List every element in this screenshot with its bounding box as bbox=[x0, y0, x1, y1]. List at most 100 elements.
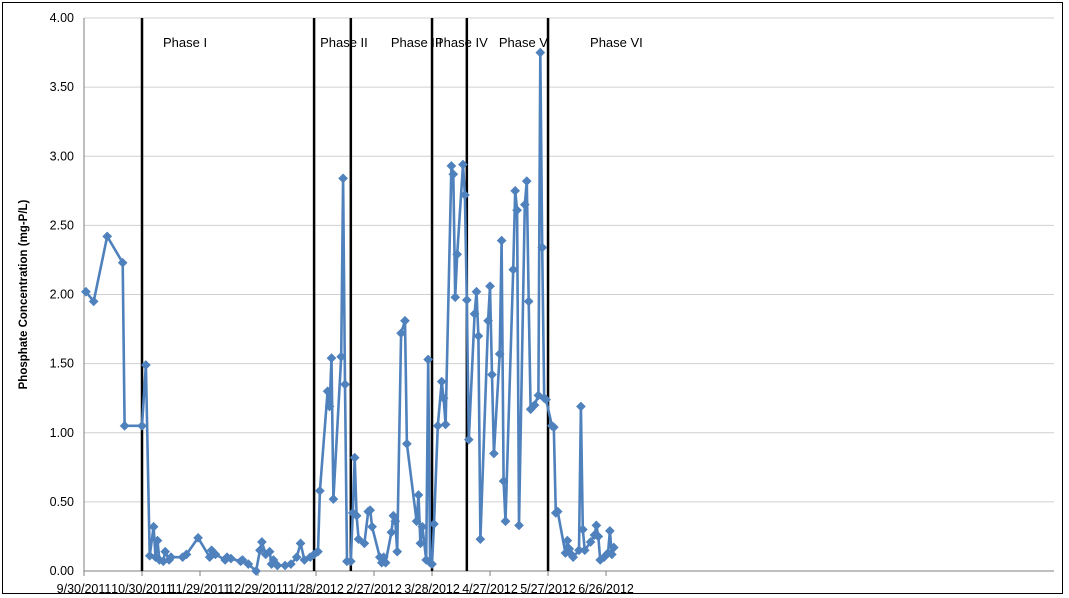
data-point-84 bbox=[438, 393, 449, 404]
phase-label-3: Phase III bbox=[391, 35, 442, 50]
phase-label-5: Phase V bbox=[499, 35, 548, 50]
data-point-105 bbox=[500, 516, 511, 527]
data-point-128 bbox=[568, 552, 579, 563]
data-point-89 bbox=[452, 249, 463, 260]
data-point-58 bbox=[359, 538, 370, 549]
data-point-108 bbox=[512, 205, 523, 216]
data-point-49 bbox=[336, 351, 347, 362]
data-point-73 bbox=[411, 516, 422, 527]
x-tick-label-4: 1/28/2012 bbox=[288, 582, 344, 596]
data-point-21 bbox=[210, 549, 221, 560]
x-tick-label-3: 12/29/2011 bbox=[227, 582, 289, 596]
data-point-2 bbox=[102, 231, 113, 242]
phase-label-1: Phase I bbox=[163, 35, 207, 50]
data-point-78 bbox=[423, 354, 434, 365]
y-axis-title: Phosphate Concentration (mg-P/L) bbox=[18, 199, 30, 389]
data-point-46 bbox=[324, 401, 335, 412]
data-point-54 bbox=[347, 507, 358, 518]
data-point-132 bbox=[579, 545, 590, 556]
data-point-39 bbox=[295, 538, 306, 549]
data-point-93 bbox=[463, 434, 474, 445]
data-point-26 bbox=[237, 554, 248, 565]
data-point-131 bbox=[577, 524, 588, 535]
y-tick-label-7: 3.50 bbox=[50, 80, 74, 94]
data-point-130 bbox=[575, 401, 586, 412]
data-point-56 bbox=[351, 510, 362, 521]
data-point-86 bbox=[446, 160, 457, 171]
data-point-45 bbox=[322, 386, 333, 397]
data-point-92 bbox=[461, 295, 472, 305]
data-point-114 bbox=[529, 400, 540, 411]
data-point-104 bbox=[498, 476, 509, 487]
data-point-88 bbox=[450, 292, 461, 303]
data-point-18 bbox=[193, 532, 204, 543]
data-point-8 bbox=[148, 521, 159, 532]
data-point-142 bbox=[608, 542, 619, 553]
data-point-47 bbox=[326, 353, 337, 364]
data-point-81 bbox=[429, 519, 439, 529]
data-point-119 bbox=[541, 394, 552, 405]
y-tick-label-4: 2.00 bbox=[50, 288, 74, 302]
data-point-68 bbox=[390, 516, 401, 527]
data-point-5 bbox=[137, 420, 147, 431]
data-point-94 bbox=[469, 308, 480, 319]
data-point-107 bbox=[510, 185, 521, 196]
data-point-55 bbox=[349, 452, 360, 463]
data-point-37 bbox=[285, 559, 296, 570]
data-point-57 bbox=[353, 534, 364, 545]
x-tick-label-1: 10/30/2011 bbox=[111, 582, 173, 596]
y-tick-label-6: 3.00 bbox=[50, 149, 74, 163]
data-point-44 bbox=[314, 485, 325, 496]
data-point-121 bbox=[548, 422, 559, 433]
data-point-123 bbox=[552, 506, 563, 517]
data-point-17 bbox=[181, 549, 192, 560]
data-point-0 bbox=[80, 286, 91, 297]
data-point-101 bbox=[488, 448, 499, 459]
data-point-136 bbox=[593, 531, 604, 542]
data-point-106 bbox=[508, 264, 519, 275]
data-point-27 bbox=[243, 559, 254, 570]
data-point-97 bbox=[475, 534, 486, 545]
y-tick-label-2: 1.00 bbox=[50, 426, 74, 440]
y-tick-label-5: 2.50 bbox=[50, 218, 74, 232]
data-point-4 bbox=[119, 420, 130, 431]
phase-label-4: Phase IV bbox=[435, 35, 488, 50]
data-point-76 bbox=[417, 521, 428, 532]
x-tick-label-8: 5/27/2012 bbox=[520, 582, 576, 596]
data-point-60 bbox=[365, 505, 376, 516]
data-point-7 bbox=[144, 550, 155, 561]
phase-label-2: Phase II bbox=[320, 35, 368, 50]
data-point-61 bbox=[367, 521, 378, 532]
data-point-100 bbox=[487, 369, 497, 380]
data-point-141 bbox=[606, 549, 617, 560]
data-point-15 bbox=[166, 552, 176, 563]
data-point-125 bbox=[562, 535, 573, 546]
data-point-29 bbox=[254, 545, 265, 556]
data-point-48 bbox=[328, 494, 339, 505]
data-point-109 bbox=[514, 520, 524, 531]
data-point-74 bbox=[413, 490, 424, 500]
data-point-83 bbox=[436, 376, 447, 387]
data-point-115 bbox=[533, 390, 544, 401]
data-point-65 bbox=[380, 557, 391, 568]
x-tick-label-9: 6/26/2012 bbox=[578, 582, 634, 596]
y-tick-label-0: 0.00 bbox=[50, 564, 74, 578]
data-point-91 bbox=[459, 190, 470, 200]
data-point-9 bbox=[150, 552, 161, 563]
data-point-95 bbox=[471, 286, 482, 297]
x-tick-label-2: 11/29/2011 bbox=[170, 582, 231, 596]
data-point-32 bbox=[264, 546, 275, 557]
data-point-70 bbox=[396, 328, 407, 339]
data-point-116 bbox=[535, 47, 546, 58]
data-point-87 bbox=[448, 169, 459, 180]
data-point-75 bbox=[415, 538, 426, 549]
data-point-51 bbox=[340, 379, 350, 390]
data-point-1 bbox=[88, 296, 99, 307]
data-point-112 bbox=[523, 296, 534, 307]
data-point-117 bbox=[537, 242, 548, 253]
x-tick-label-6: 3/28/2012 bbox=[404, 582, 460, 596]
data-point-50 bbox=[338, 173, 349, 184]
